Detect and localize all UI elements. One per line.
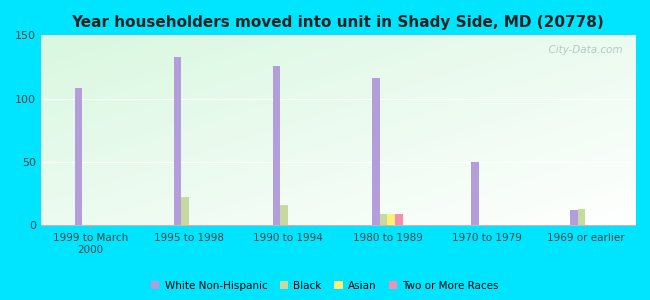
Bar: [380, 214, 387, 225]
Bar: [174, 57, 181, 225]
Bar: [387, 214, 395, 225]
Bar: [395, 214, 403, 225]
Bar: [272, 66, 281, 225]
Bar: [471, 162, 478, 225]
Bar: [281, 205, 289, 225]
Bar: [75, 88, 83, 225]
Bar: [578, 208, 586, 225]
Text: City-Data.com: City-Data.com: [543, 45, 623, 55]
Bar: [181, 197, 189, 225]
Bar: [569, 210, 578, 225]
Legend: White Non-Hispanic, Black, Asian, Two or More Races: White Non-Hispanic, Black, Asian, Two or…: [147, 277, 503, 295]
Title: Year householders moved into unit in Shady Side, MD (20778): Year householders moved into unit in Sha…: [72, 15, 604, 30]
Bar: [372, 78, 380, 225]
